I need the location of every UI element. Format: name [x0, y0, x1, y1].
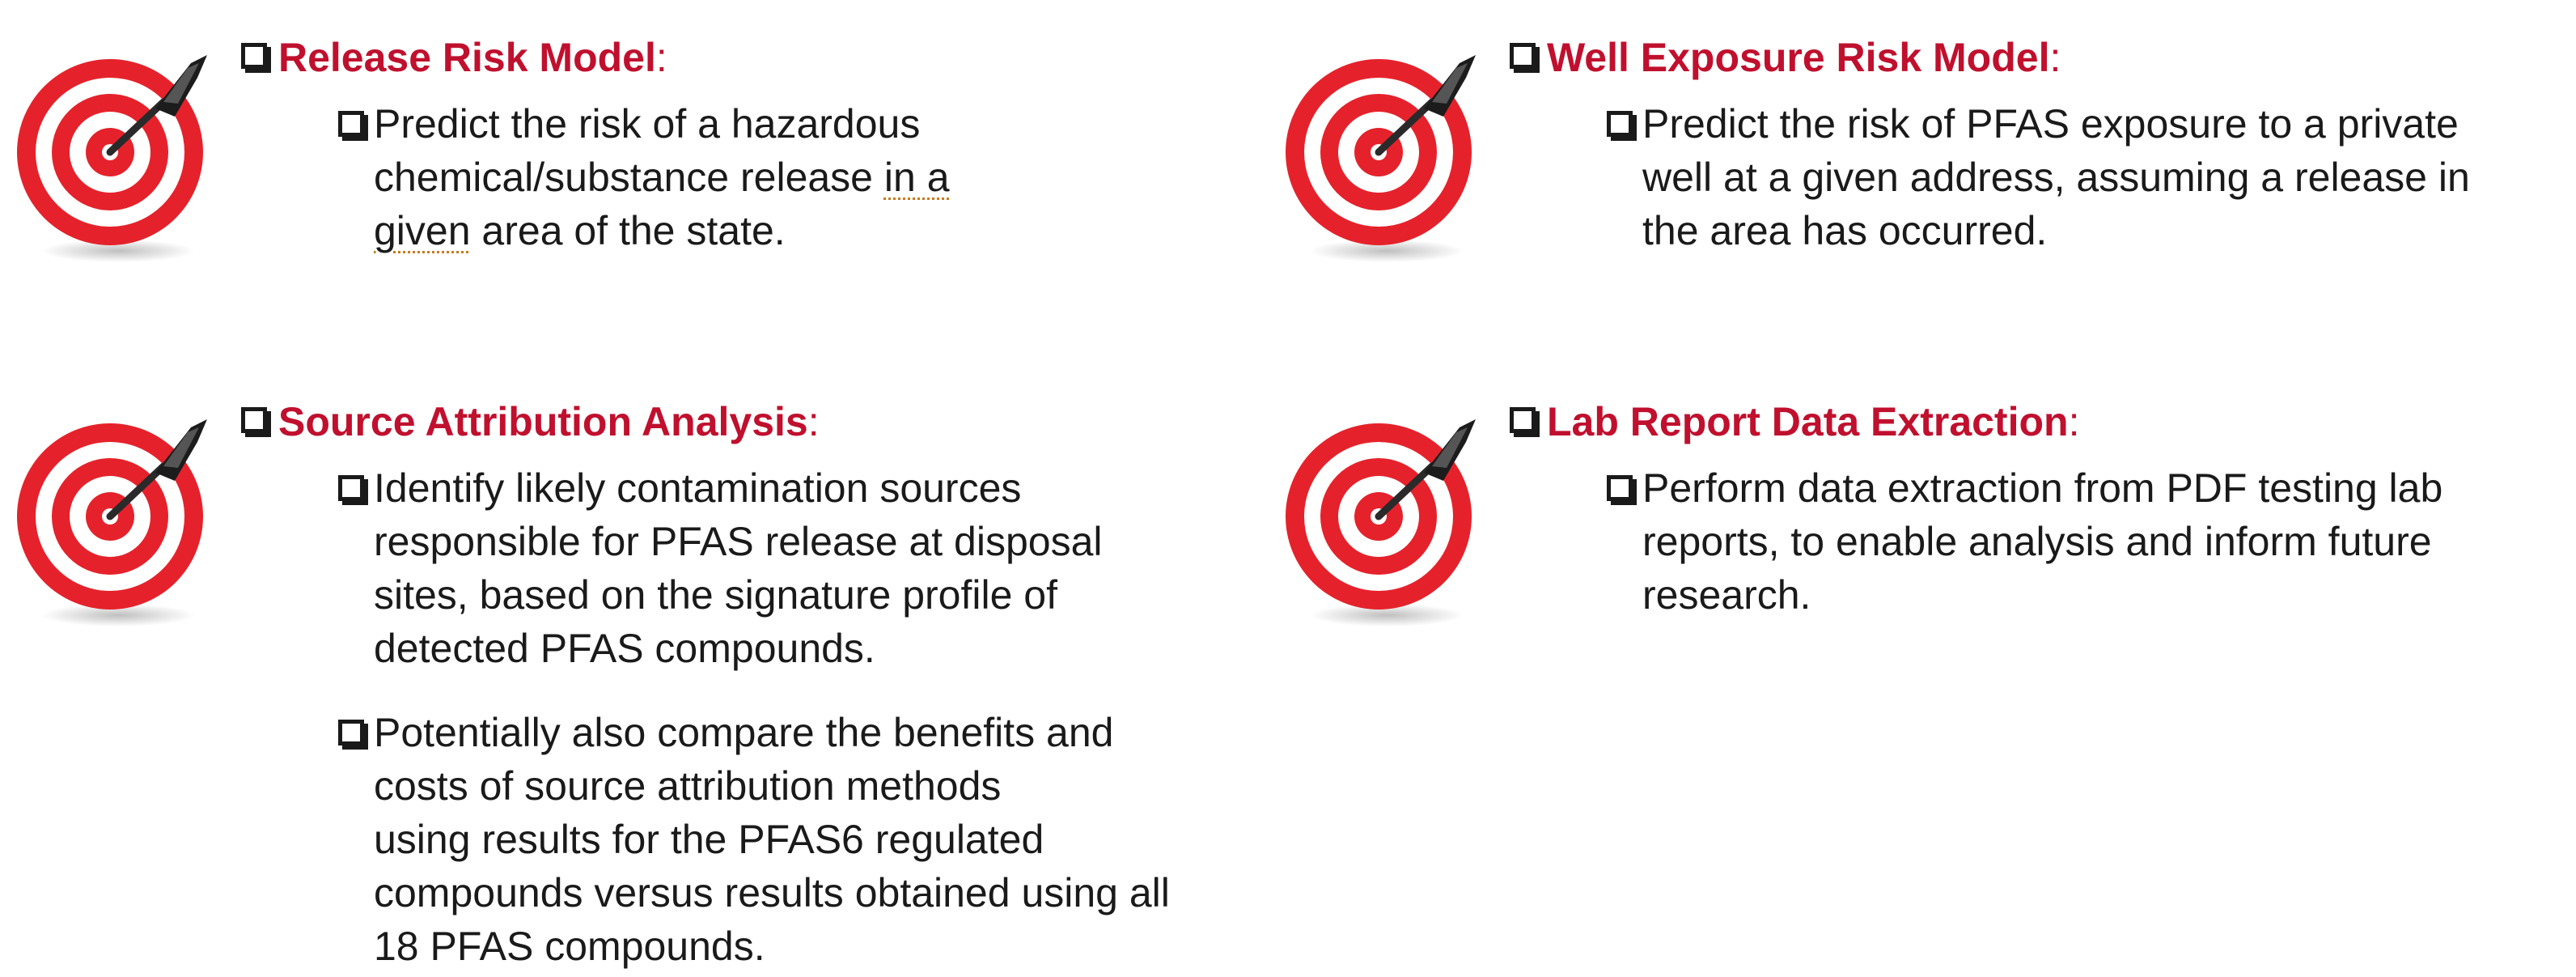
- target-icon: [1273, 403, 1492, 638]
- section-heading-well-exposure-risk-model: Well Exposure Risk Model:: [1510, 32, 2061, 83]
- checkbox-bullet: [338, 111, 364, 137]
- checkbox-bullet: [1510, 407, 1536, 433]
- checkbox-bullet: [241, 43, 267, 69]
- bullet-item: Predict the risk of PFAS exposure to a p…: [1607, 97, 2570, 257]
- section-heading-lab-report-data-extraction: Lab Report Data Extraction:: [1510, 397, 2079, 447]
- heading-text: Lab Report Data Extraction: [1547, 399, 2069, 444]
- checkbox-bullet: [1607, 111, 1633, 137]
- bullet-text: Potentially also compare the benefits an…: [374, 710, 1170, 969]
- target-icon: [5, 39, 223, 274]
- bullet-text: Predict the risk of PFAS exposure to a p…: [1642, 101, 2470, 253]
- target-icon: [1273, 39, 1492, 274]
- heading-text: Release Risk Model: [278, 35, 656, 80]
- bullet-text: Perform data extraction from PDF testing…: [1642, 465, 2443, 618]
- checkbox-bullet: [1607, 475, 1633, 501]
- heading-text: Source Attribution Analysis: [278, 399, 808, 444]
- checkbox-bullet: [338, 475, 364, 501]
- bullet-item: Perform data extraction from PDF testing…: [1607, 461, 2570, 622]
- bullet-text: Identify likely contamination sources re…: [374, 465, 1103, 671]
- bullet-item: Identify likely contamination sources re…: [338, 461, 1269, 675]
- bullet-item: Predict the risk of a hazardous chemical…: [338, 97, 1228, 257]
- section-heading-source-attribution-analysis: Source Attribution Analysis:: [241, 397, 820, 447]
- bullet-item: Potentially also compare the benefits an…: [338, 706, 1269, 973]
- target-icon: [5, 403, 223, 638]
- checkbox-bullet: [1510, 43, 1536, 69]
- heading-text: Well Exposure Risk Model: [1547, 35, 2050, 80]
- checkbox-bullet: [241, 407, 267, 433]
- bullet-text: Predict the risk of a hazardous chemical…: [374, 101, 950, 253]
- section-heading-release-risk-model: Release Risk Model:: [241, 32, 667, 83]
- checkbox-bullet: [338, 720, 364, 745]
